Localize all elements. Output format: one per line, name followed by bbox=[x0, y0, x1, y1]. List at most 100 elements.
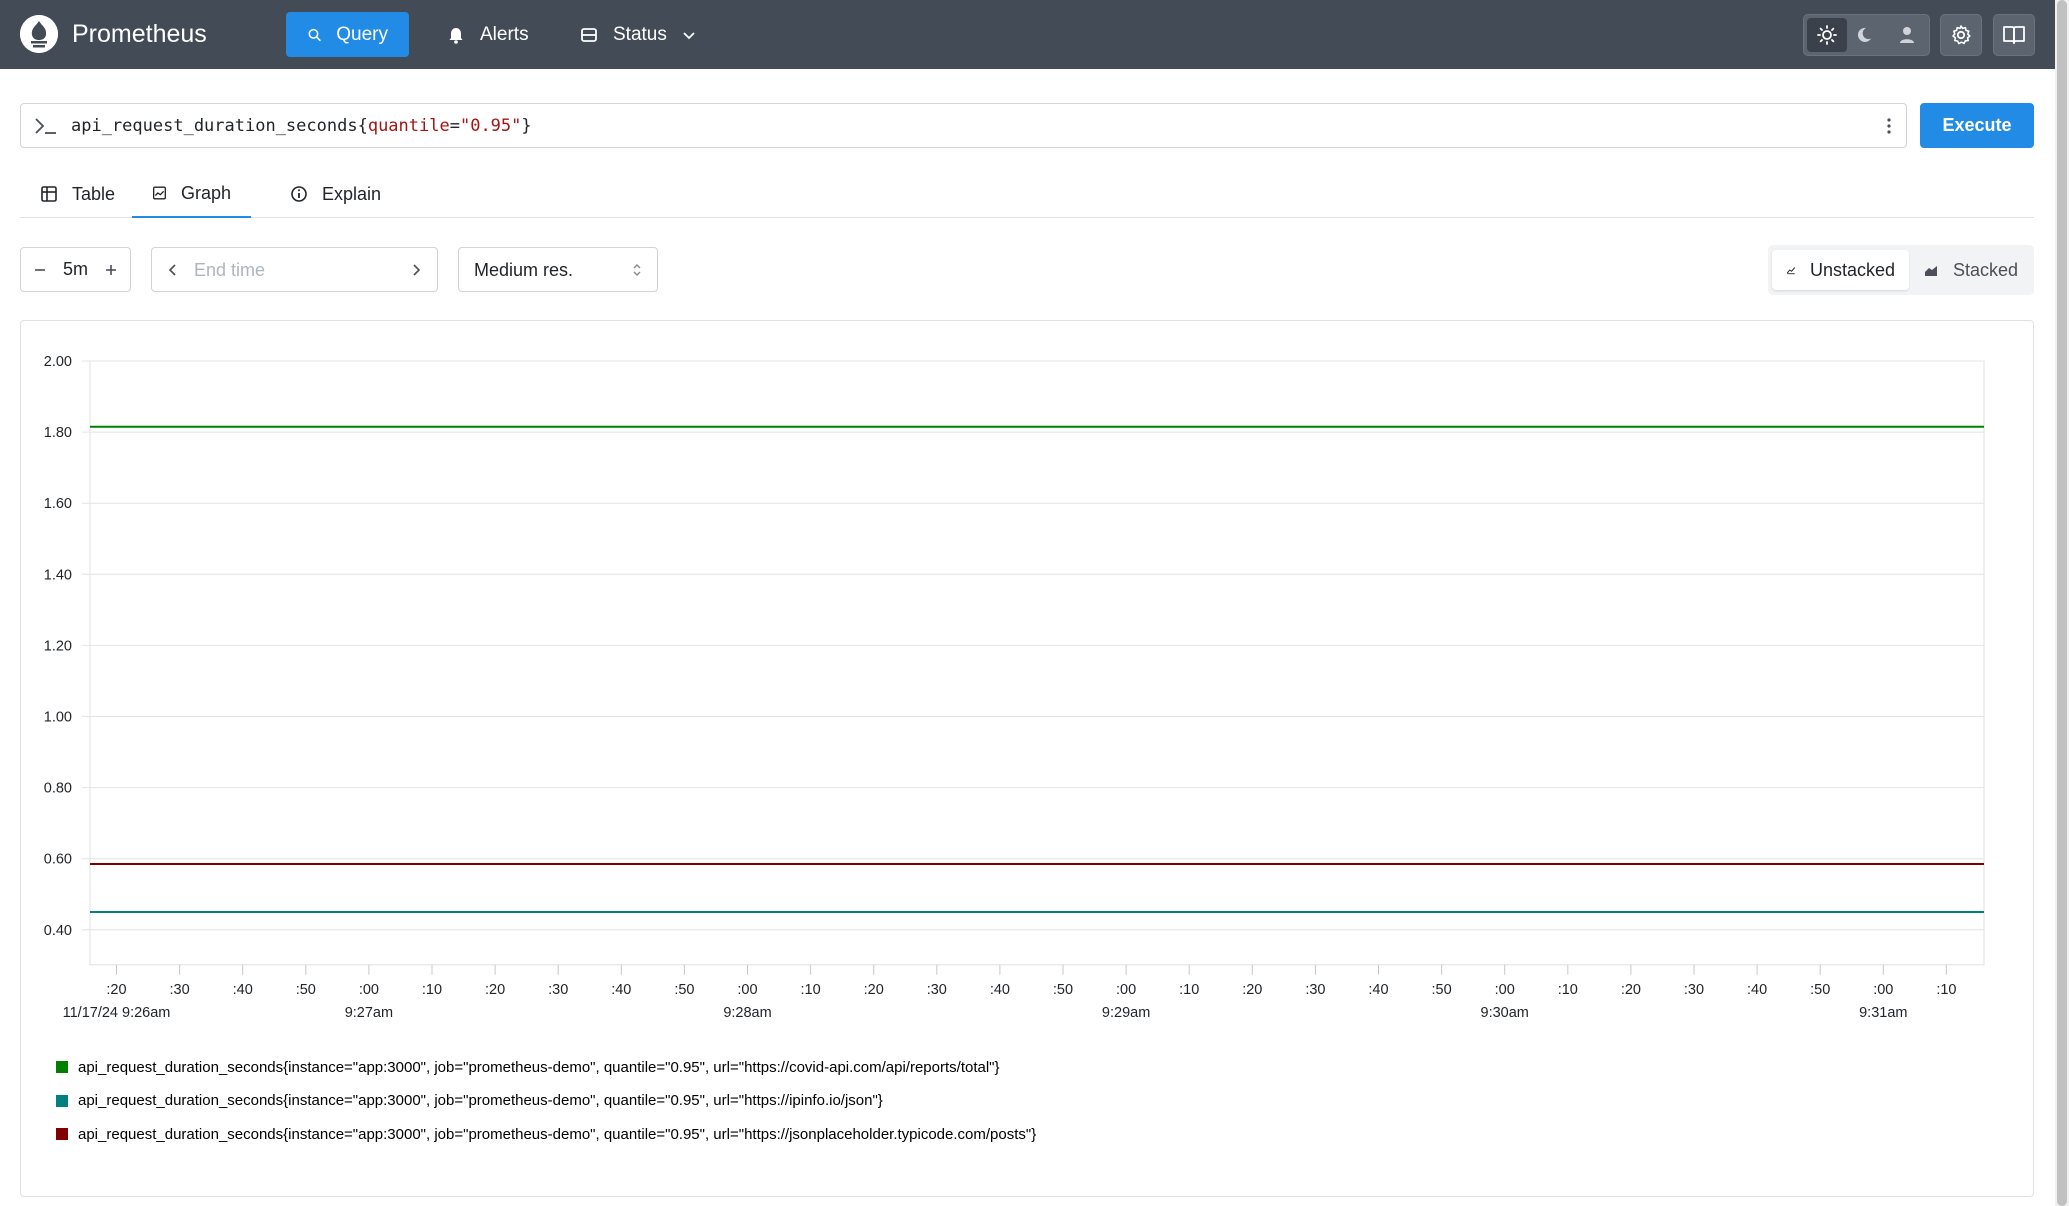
minus-icon[interactable] bbox=[33, 263, 47, 277]
y-tick-label: 1.60 bbox=[44, 496, 72, 512]
x-tick-label: :10 bbox=[1558, 982, 1578, 998]
x-tick-label: :20 bbox=[106, 982, 126, 998]
x-tick-label: :10 bbox=[1936, 982, 1956, 998]
x-tick-label: :40 bbox=[1368, 982, 1388, 998]
end-time-placeholder: End time bbox=[194, 260, 266, 280]
bell-icon bbox=[449, 27, 463, 44]
plus-icon[interactable] bbox=[104, 263, 118, 277]
tab-table[interactable]: Table bbox=[20, 170, 135, 218]
range-value[interactable]: 5m bbox=[62, 259, 88, 279]
x-tick-label: :00 bbox=[1495, 982, 1515, 998]
nav-query-button[interactable]: Query bbox=[286, 12, 409, 57]
x-tick-label: :40 bbox=[611, 982, 631, 998]
legend-swatch bbox=[56, 1061, 68, 1073]
table-icon bbox=[41, 186, 57, 202]
x-tick-label: :40 bbox=[990, 982, 1010, 998]
stacked-button[interactable]: Stacked bbox=[1909, 250, 2032, 290]
legend-label: api_request_duration_seconds{instance="a… bbox=[78, 1058, 1000, 1076]
legend-item[interactable]: api_request_duration_seconds{instance="a… bbox=[56, 1123, 1036, 1145]
legend-label: api_request_duration_seconds{instance="a… bbox=[78, 1125, 1037, 1143]
nav-alerts-button[interactable]: Alerts bbox=[425, 12, 550, 57]
unstacked-button[interactable]: Unstacked bbox=[1772, 250, 1909, 290]
dark-theme-button[interactable] bbox=[1847, 18, 1887, 52]
x-tick-label: :00 bbox=[1116, 982, 1136, 998]
query-label-value: "0.95" bbox=[459, 116, 522, 136]
kebab-menu-icon[interactable] bbox=[1886, 116, 1892, 136]
y-tick-label: 0.60 bbox=[44, 852, 72, 868]
x-tick-label: :30 bbox=[1684, 982, 1704, 998]
nav-status-dropdown[interactable]: Status bbox=[558, 12, 718, 57]
chevron-left-icon[interactable] bbox=[166, 261, 180, 279]
x-tick-label: :40 bbox=[233, 982, 253, 998]
y-tick-label: 1.40 bbox=[44, 567, 72, 583]
terminal-prompt-icon bbox=[35, 118, 56, 134]
x-tick-label: :10 bbox=[1179, 982, 1199, 998]
gear-icon bbox=[1952, 25, 1971, 45]
x-tick-label: :20 bbox=[485, 982, 505, 998]
end-time-input[interactable]: End time bbox=[151, 247, 438, 292]
query-metric: api_request_duration_seconds bbox=[71, 116, 358, 136]
nav-status-label: Status bbox=[613, 23, 667, 45]
x-major-label: 11/17/24 9:26am bbox=[63, 1005, 171, 1021]
legend-swatch bbox=[56, 1094, 68, 1107]
y-tick-label: 2.00 bbox=[44, 354, 72, 370]
range-input: 5m bbox=[20, 247, 131, 292]
legend-label: api_request_duration_seconds{instance="a… bbox=[78, 1092, 883, 1109]
y-tick-label: 1.20 bbox=[44, 638, 72, 654]
graph-panel: 2.00 1.80 1.60 1.40 1.20 1.00 0.80 0.60 0.40:20:… bbox=[20, 320, 2034, 1197]
tab-graph[interactable]: Graph bbox=[132, 170, 251, 218]
x-tick-label: :50 bbox=[1810, 982, 1830, 998]
tab-explain-label: Explain bbox=[322, 183, 382, 204]
x-major-label: 9:27am bbox=[345, 1005, 393, 1021]
stacked-label: Stacked bbox=[1953, 259, 2019, 280]
server-icon bbox=[581, 27, 597, 42]
x-tick-label: :30 bbox=[927, 982, 947, 998]
sun-icon bbox=[1817, 25, 1837, 45]
book-icon bbox=[2003, 26, 2025, 44]
x-tick-label: :30 bbox=[1305, 982, 1325, 998]
scrollbar-thumb[interactable] bbox=[2057, 0, 2067, 1206]
resolution-select[interactable]: Medium res. bbox=[458, 247, 658, 292]
result-tabs: Table Graph Explain bbox=[20, 170, 2034, 218]
x-tick-label: :20 bbox=[1621, 982, 1641, 998]
y-tick-label: 1.80 bbox=[44, 425, 72, 441]
moon-icon bbox=[1857, 27, 1871, 42]
brand[interactable]: Prometheus bbox=[20, 14, 207, 54]
query-open-brace: { bbox=[357, 116, 368, 136]
x-tick-label: :20 bbox=[864, 982, 884, 998]
x-tick-label: :30 bbox=[170, 982, 190, 998]
query-expression[interactable]: api_request_duration_seconds{quantile="0… bbox=[71, 116, 532, 136]
user-icon bbox=[1900, 27, 1914, 43]
auto-theme-button[interactable] bbox=[1887, 18, 1927, 52]
x-tick-label: :40 bbox=[1747, 982, 1767, 998]
y-tick-label: 0.80 bbox=[44, 781, 72, 797]
search-icon bbox=[308, 28, 321, 41]
query-close-brace: } bbox=[521, 116, 532, 136]
execute-button[interactable]: Execute bbox=[1920, 103, 2034, 148]
nav-alerts-label: Alerts bbox=[480, 23, 529, 45]
graph-icon bbox=[152, 186, 166, 200]
legend-swatch bbox=[56, 1128, 68, 1140]
area-chart-icon bbox=[1925, 266, 1937, 276]
time-series-chart[interactable]: 2.00 1.80 1.60 1.40 1.20 1.00 0.80 0.60 0.40:20:… bbox=[21, 321, 2035, 1041]
light-theme-button[interactable] bbox=[1807, 18, 1847, 52]
settings-button[interactable] bbox=[1940, 14, 1982, 56]
docs-button[interactable] bbox=[1993, 14, 2035, 56]
legend-item[interactable]: api_request_duration_seconds{instance="a… bbox=[56, 1056, 1000, 1078]
x-tick-label: :00 bbox=[1873, 982, 1893, 998]
query-input[interactable]: api_request_duration_seconds{quantile="0… bbox=[20, 103, 1907, 148]
tab-explain[interactable]: Explain bbox=[270, 170, 401, 218]
stack-mode-toggle: Unstacked Stacked bbox=[1768, 245, 2034, 295]
chevron-right-icon[interactable] bbox=[409, 261, 423, 279]
theme-switcher bbox=[1803, 14, 1930, 56]
query-label-name: quantile bbox=[367, 116, 450, 136]
line-chart-icon bbox=[1786, 267, 1796, 275]
x-tick-label: :10 bbox=[422, 982, 442, 998]
chevron-down-icon bbox=[683, 31, 695, 39]
nav-query-label: Query bbox=[336, 23, 388, 45]
x-tick-label: :20 bbox=[1242, 982, 1262, 998]
tab-table-label: Table bbox=[72, 183, 116, 204]
legend-item[interactable]: api_request_duration_seconds{instance="a… bbox=[56, 1090, 883, 1112]
x-tick-label: :50 bbox=[674, 982, 694, 998]
prometheus-logo-icon bbox=[20, 15, 58, 53]
